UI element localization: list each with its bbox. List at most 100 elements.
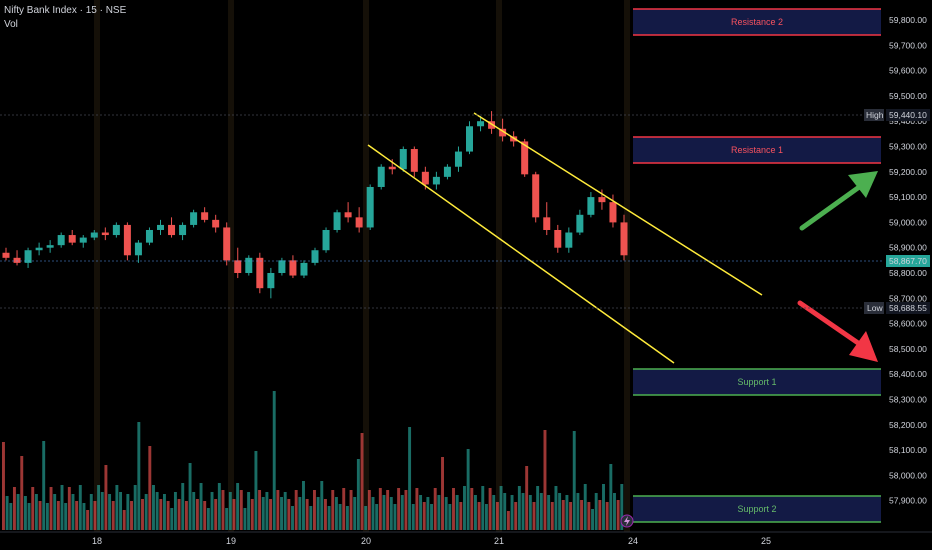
volume-bar — [45, 503, 49, 530]
candle — [565, 227, 573, 253]
candle — [90, 229, 98, 241]
volume-bar — [539, 493, 543, 530]
price-tick: 58,700.00 — [889, 293, 927, 303]
volume-bar — [130, 501, 133, 530]
replay-button[interactable] — [620, 514, 634, 528]
zone-resistance-2[interactable]: Resistance 2 — [633, 8, 881, 36]
candle — [466, 121, 473, 155]
candle — [35, 242, 43, 256]
volume-bar — [93, 501, 97, 530]
time-tick: 21 — [494, 536, 504, 546]
volume-bar — [243, 508, 247, 530]
candle — [344, 202, 352, 223]
volume-bar — [594, 493, 598, 530]
price-tick: 59,500.00 — [889, 91, 927, 101]
volume-bar — [404, 490, 408, 530]
volume-bar — [452, 488, 455, 530]
volume-bar — [82, 503, 86, 530]
volume-bar — [236, 483, 240, 530]
candle — [289, 255, 297, 279]
volume-bar — [23, 496, 27, 530]
volume-bar — [210, 492, 214, 530]
volume-bar — [543, 430, 547, 530]
volume-bar — [466, 449, 470, 530]
volume-bar — [119, 492, 123, 530]
time-tick: 25 — [761, 536, 771, 546]
symbol-title[interactable]: Nifty Bank Index · 15 · NSE — [4, 5, 127, 16]
candle — [443, 164, 451, 180]
volume-bar — [393, 504, 397, 530]
volume-bar — [569, 502, 573, 530]
candle — [410, 146, 418, 177]
volume-bar — [386, 490, 390, 530]
price-tick: 59,200.00 — [889, 167, 927, 177]
volume-bar — [280, 497, 283, 530]
volume-bar — [225, 508, 229, 530]
volume-bar — [247, 492, 251, 530]
session-markers — [94, 0, 630, 532]
time-tick: 24 — [628, 536, 638, 546]
zone-label: Resistance 2 — [731, 17, 783, 27]
volume-bar — [206, 508, 210, 530]
arrow-up-icon[interactable] — [799, 171, 878, 231]
price-tick: 58,000.00 — [889, 470, 927, 480]
volume-bar — [360, 433, 364, 530]
volume-bar — [305, 499, 309, 530]
price-tick: 58,300.00 — [889, 395, 927, 405]
volume-bar — [517, 486, 521, 530]
volume-bar — [316, 497, 320, 530]
volume-bar — [378, 488, 382, 530]
volume-bar — [265, 492, 269, 530]
price-tick: 58,400.00 — [889, 369, 927, 379]
zone-resistance-1[interactable]: Resistance 1 — [633, 136, 881, 164]
candle — [2, 247, 10, 261]
volume-bar — [56, 501, 60, 530]
volume-bar — [133, 485, 137, 530]
volume-bar — [397, 488, 401, 530]
volume-bar — [419, 495, 423, 530]
volume-bar — [294, 490, 298, 530]
volume-bar — [415, 488, 419, 530]
volume-bar — [283, 492, 287, 530]
candle — [134, 240, 142, 263]
volume-bar — [170, 508, 174, 530]
forecast-arrows — [797, 171, 878, 362]
zone-support-1[interactable]: Support 1 — [633, 368, 881, 396]
volume-bar — [269, 499, 273, 530]
volume-bar — [199, 483, 203, 530]
volume-bar — [250, 499, 254, 530]
volume-bar — [528, 495, 532, 530]
arrow-down-icon[interactable] — [797, 300, 878, 362]
candle — [554, 224, 562, 253]
candle — [157, 219, 164, 236]
volume-bar — [558, 493, 562, 530]
candle — [13, 250, 21, 266]
volume-bar — [473, 495, 477, 530]
volume-bar — [159, 499, 163, 530]
volume-bar — [302, 481, 305, 530]
low-value: 58,688.55 — [889, 303, 927, 313]
volume-bar — [192, 492, 196, 530]
price-tick: 58,900.00 — [889, 243, 927, 253]
volume-bar — [166, 501, 170, 530]
volume-bar — [550, 502, 554, 530]
candle — [587, 192, 595, 218]
volume-bar — [181, 483, 185, 530]
channel-lower-line[interactable] — [367, 144, 675, 364]
volume-bar — [261, 497, 265, 530]
volume-bar — [459, 502, 463, 530]
price-tick: 59,800.00 — [889, 15, 927, 25]
volume-legend[interactable]: Vol — [4, 19, 18, 30]
channel-upper-line[interactable] — [473, 112, 763, 296]
zone-label: Resistance 1 — [731, 145, 783, 155]
volume-bar — [86, 510, 90, 530]
zone-support-2[interactable]: Support 2 — [633, 495, 881, 523]
volume-bar — [152, 485, 155, 530]
volume-bar — [34, 494, 38, 530]
volume-bar — [609, 464, 613, 530]
volume-bar — [195, 499, 199, 530]
volume-bar — [276, 490, 280, 530]
volume-bar — [536, 486, 540, 530]
volume-bar — [470, 488, 474, 530]
